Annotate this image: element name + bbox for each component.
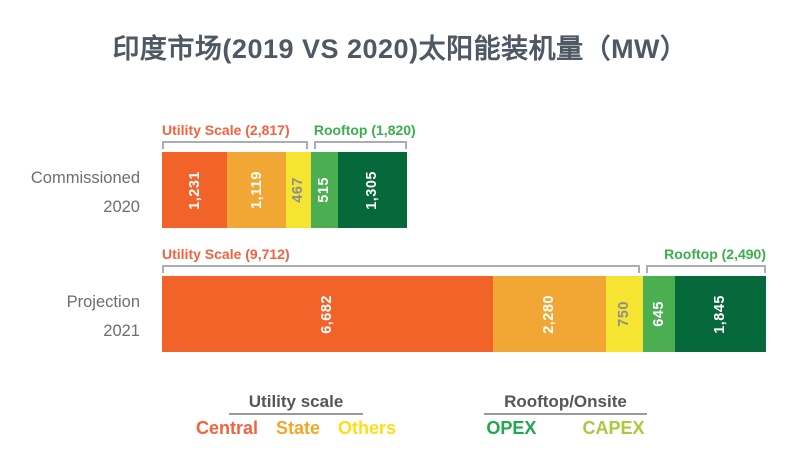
bar-segment-capex: 1,845 [674,276,766,352]
utility-scale-bracket [162,265,640,273]
segment-value-label: 6,682 [319,294,336,334]
rooftop-bracket [313,141,408,149]
bar-segment-opex: 515 [310,152,339,228]
row-label: Commissioned 2020 [0,120,162,222]
utility-scale-group-label: Utility Scale (9,712) [162,246,290,262]
segment-value-label: 467 [290,177,307,203]
utility-scale-bracket [162,141,308,149]
segment-value-label: 1,231 [186,170,203,210]
segment-value-label: 2,280 [541,294,558,334]
row-label-line2: 2021 [103,322,140,340]
legend-group-title: Rooftop/Onsite [484,392,647,415]
bar-column: Utility Scale (2,817) Rooftop (1,820) 1,… [162,120,416,228]
segment-value-label: 1,305 [364,170,381,210]
rooftop-group-label: Rooftop (1,820) [313,122,416,138]
legend: Utility scale Central State Others Rooft… [196,392,647,439]
bar-row-commissioned-2020: Commissioned 2020 Utility Scale (2,817) … [0,120,416,228]
legend-items: OPEX CAPEX [486,418,644,439]
legend-group-rooftop-onsite: Rooftop/Onsite OPEX CAPEX [484,392,647,439]
bar-segment-others: 750 [605,276,643,352]
segment-value-label: 515 [316,177,333,203]
row-label-line2: 2020 [103,198,140,216]
rooftop-bracket [645,265,767,273]
page-title: 印度市场(2019 VS 2020)太阳能装机量（MW） [112,34,688,64]
bar-column: Utility Scale (9,712) Rooftop (2,490) 6,… [162,244,767,352]
bar-segment-state: 2,280 [492,276,606,352]
legend-group-title: Utility scale [228,392,364,415]
bar-row-projection-2021: Projection 2021 Utility Scale (9,712) Ro… [0,244,767,352]
row-label-line1: Projection [66,293,140,311]
bar-segment-capex: 1,305 [338,152,407,228]
legend-item-central: Central [196,418,259,438]
legend-group-utility-scale: Utility scale Central State Others [196,392,396,439]
legend-items: Central State Others [196,418,396,439]
rooftop-group-label: Rooftop (2,490) [664,246,766,262]
legend-item-capex: CAPEX [582,418,645,438]
group-label-row: Utility Scale (2,817) Rooftop (1,820) [162,120,416,141]
bar-segment-others: 467 [286,152,311,228]
stacked-bar: 1,231 1,119 467 515 1,305 [162,152,407,228]
stacked-bar: 6,682 2,280 750 645 1,845 [162,276,766,352]
utility-scale-group-label: Utility Scale (2,817) [162,122,290,138]
segment-value-label: 645 [650,301,667,327]
row-label-line1: Commissioned [30,169,140,187]
group-label-row: Utility Scale (9,712) Rooftop (2,490) [162,244,766,265]
segment-value-label: 750 [616,301,633,327]
bracket-row [162,265,767,274]
bar-segment-opex: 645 [642,276,675,352]
segment-value-label: 1,845 [712,294,729,334]
legend-item-opex: OPEX [486,418,537,438]
row-label: Projection 2021 [0,244,162,346]
legend-item-others: Others [338,418,397,438]
bar-segment-central: 1,231 [162,152,228,228]
legend-item-state: State [276,418,321,438]
bar-segment-central: 6,682 [162,276,493,352]
bar-segment-state: 1,119 [227,152,287,228]
bracket-row [162,141,408,150]
segment-value-label: 1,119 [248,171,265,209]
